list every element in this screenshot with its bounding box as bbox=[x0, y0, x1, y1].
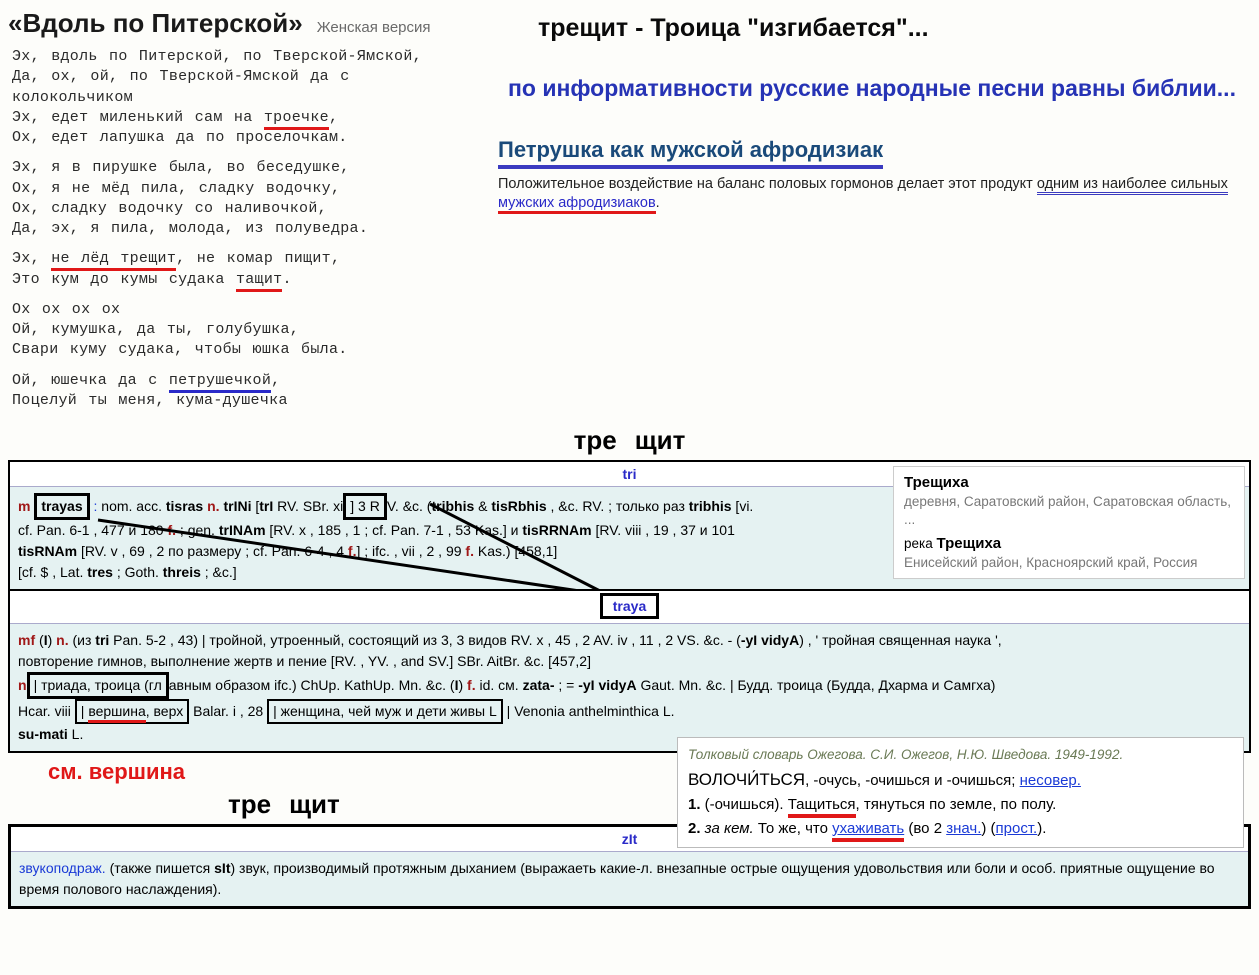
underline-red: троечке bbox=[264, 109, 329, 130]
box-zhenshchina: | женщина, чей муж и дети живы L bbox=[267, 699, 503, 724]
verse-2: Эх, я в пирушке была, во беседушке, Ох, … bbox=[12, 158, 478, 239]
headline-blue: по информативности русские народные песн… bbox=[508, 71, 1251, 107]
box-vershina: | вершина, верх bbox=[75, 699, 189, 724]
dict-body-zit: звукоподраж. (также пишется sIt) звук, п… bbox=[11, 852, 1248, 906]
box-3: ] 3 R bbox=[343, 493, 387, 520]
lyric-line: Ой, кумушка, да ты, голубушка, bbox=[12, 321, 299, 338]
ozhegov-box: Толковый словарь Ожегова. С.И. Ожегов, Н… bbox=[677, 737, 1244, 848]
lyric-line: Эх, едет миленький сам на bbox=[12, 109, 264, 126]
verse-5: Ой, юшечка да с петрушечкой, Поцелуй ты … bbox=[12, 371, 478, 412]
box-trayas: trayas bbox=[34, 493, 89, 520]
lyric-line: Эх, я в пирушке была, во беседушке, bbox=[12, 159, 350, 176]
verse-4: Ох ох ох ох Ой, кумушка, да ты, голубушк… bbox=[12, 300, 478, 361]
verse-1: Эх, вдоль по Питерской, по Тверской-Ямск… bbox=[12, 47, 478, 148]
headline-black: трещит - Троица "изгибается"... bbox=[538, 14, 1251, 43]
underline-red[interactable]: ухаживать bbox=[832, 820, 904, 842]
verse-3: Эх, не лёд трещит, не комар пищит, Это к… bbox=[12, 249, 478, 290]
lyric-line: Свари куму судака, чтобы юшка была. bbox=[12, 341, 348, 358]
dict-block-zit: zIt звукоподраж. (также пишется sIt) зву… bbox=[8, 824, 1251, 909]
lyric-line: Эх, вдоль по Питерской, по Тверской-Ямск… bbox=[12, 48, 422, 65]
underline-red: тащит bbox=[236, 271, 283, 292]
song-column: «Вдоль по Питерской» Женская версия Эх, … bbox=[8, 8, 478, 421]
lyric-line: Ох, я не мёд пила, сладку водочку, bbox=[12, 180, 340, 197]
lyric-line: Поцелуй ты меня, кума-душечка bbox=[12, 392, 288, 409]
lyric-line: Да, эх, я пила, молода, из полуведра. bbox=[12, 220, 368, 237]
annotations-column: трещит - Троица "изгибается"... по инфор… bbox=[478, 8, 1251, 421]
aphrodisiac-title: Петрушка как мужской афродизиак bbox=[498, 137, 883, 169]
lyric-line: Ох, сладку водочку со наливочкой, bbox=[12, 200, 327, 217]
aphrodisiac-link[interactable]: мужских афродизиаков bbox=[498, 195, 656, 214]
underline-blue: петрушечкой bbox=[169, 372, 271, 393]
dict-body-traya: mf (I) n. (из tri Pan. 5-2 , 43) | тройн… bbox=[10, 624, 1249, 751]
lyric-line: Ох, едет лапушка да по проселочкам. bbox=[12, 129, 348, 146]
box-triada: | триада, троица (гл bbox=[27, 672, 169, 699]
separator-tre-shchit: трещит bbox=[8, 425, 1251, 456]
song-subtitle: Женская версия bbox=[317, 19, 431, 36]
side-box-treshchiha: Трещиха деревня, Саратовский район, Сара… bbox=[893, 466, 1245, 579]
box-traya: traya bbox=[600, 593, 659, 619]
aphrodisiac-text: Положительное воздействие на баланс поло… bbox=[498, 175, 1251, 214]
lyric-line: Да, ох, ой, по Тверской-Ямской да с коло… bbox=[12, 68, 350, 105]
song-title: «Вдоль по Питерской» bbox=[8, 8, 303, 39]
dict-block-tri: tri m trayas : nom. acc. tisras n. trINi… bbox=[8, 460, 1251, 591]
underline-red: Тащиться bbox=[788, 796, 856, 818]
lyric-line: Ох ох ох ох bbox=[12, 301, 120, 318]
dict-block-traya: traya mf (I) n. (из tri Pan. 5-2 , 43) |… bbox=[8, 591, 1251, 753]
underline-red: не лёд трещит bbox=[51, 250, 176, 271]
